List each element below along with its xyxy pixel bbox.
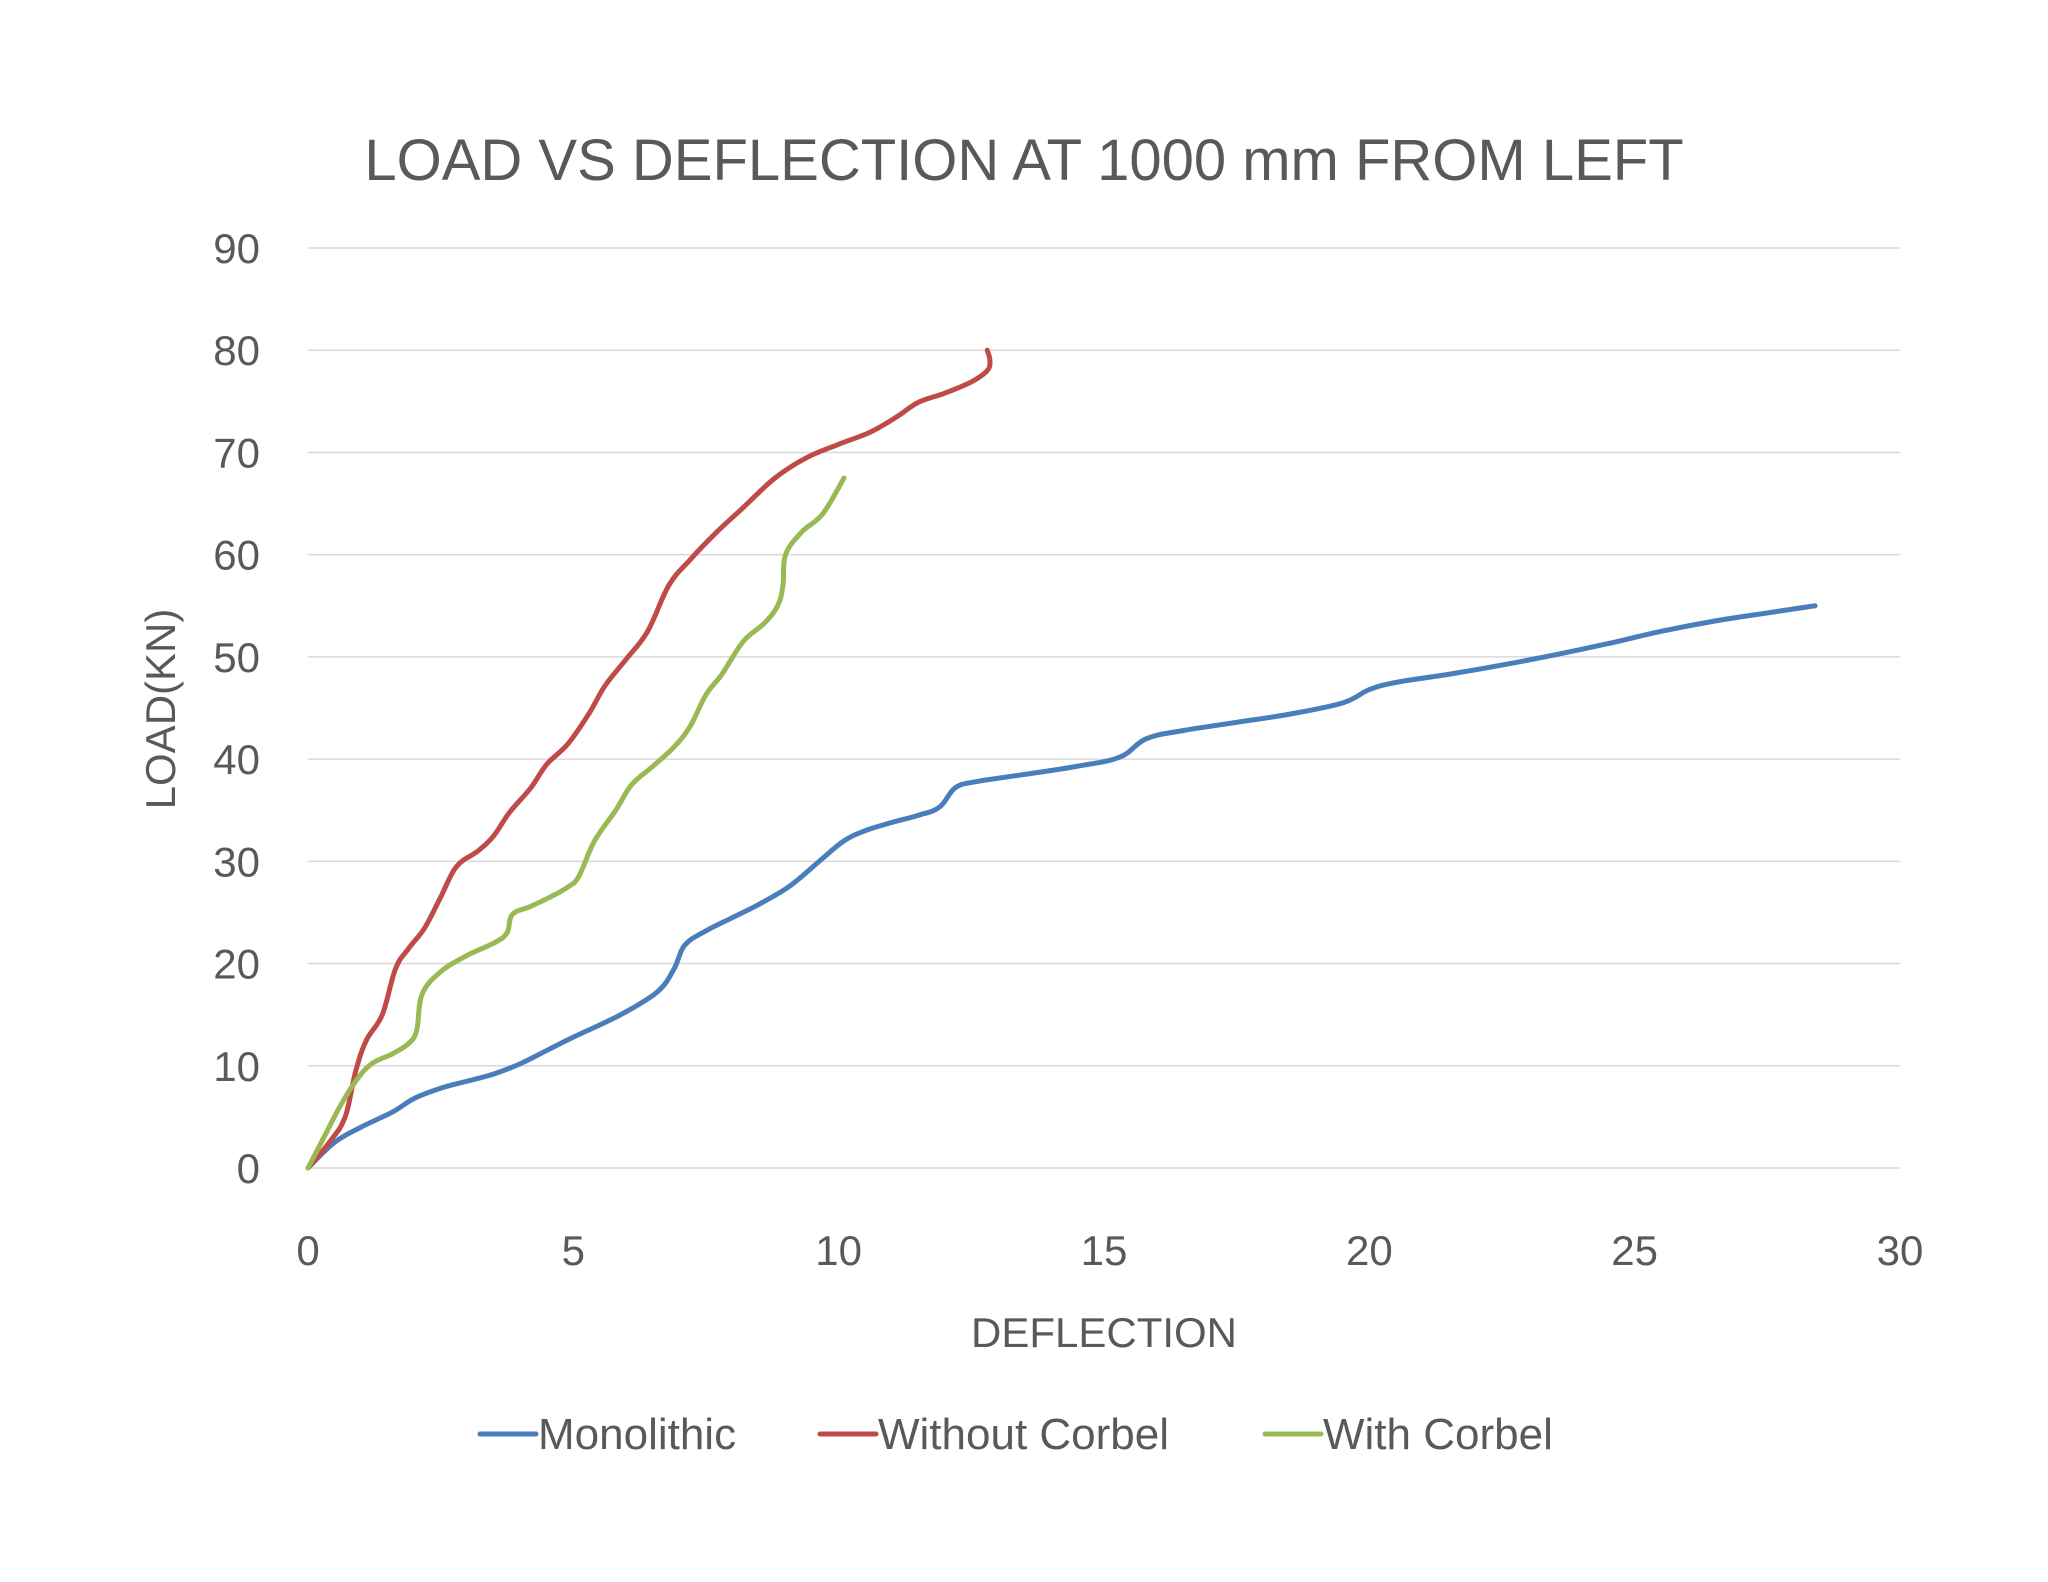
legend-label-with-corbel: With Corbel <box>1323 1410 1553 1459</box>
y-tick-label: 60 <box>213 532 260 579</box>
series-line-without-corbel <box>305 347 993 1171</box>
y-tick-label: 0 <box>237 1145 260 1192</box>
x-axis-label: DEFLECTION <box>971 1309 1237 1356</box>
y-tick-label: 20 <box>213 941 260 988</box>
x-tick-label: 0 <box>296 1227 319 1274</box>
x-tick-label: 5 <box>562 1227 585 1274</box>
y-tick-label: 30 <box>213 838 260 885</box>
y-tick-label: 70 <box>213 429 260 476</box>
legend-item-monolithic: Monolithic <box>477 1410 736 1459</box>
chart-title: LOAD VS DEFLECTION AT 1000 mm FROM LEFT <box>364 128 1683 193</box>
legend-label-without-corbel: Without Corbel <box>878 1410 1169 1459</box>
x-tick-label: 25 <box>1611 1227 1658 1274</box>
legend-label-monolithic: Monolithic <box>538 1410 736 1459</box>
series-lines <box>305 347 1818 1171</box>
y-tick-label: 80 <box>213 327 260 374</box>
legend-item-without-corbel: Without Corbel <box>817 1410 1169 1459</box>
x-tick-label: 30 <box>1877 1227 1924 1274</box>
y-axis-ticks: 0 10 20 30 40 50 60 70 80 90 <box>213 225 260 1192</box>
gridlines <box>308 247 1900 1169</box>
x-tick-label: 10 <box>815 1227 862 1274</box>
y-tick-label: 40 <box>213 736 260 783</box>
x-tick-label: 15 <box>1081 1227 1128 1274</box>
x-tick-label: 20 <box>1346 1227 1393 1274</box>
y-tick-label: 50 <box>213 634 260 681</box>
y-tick-label: 10 <box>213 1043 260 1090</box>
legend-item-with-corbel: With Corbel <box>1262 1410 1553 1459</box>
y-tick-label: 90 <box>213 225 260 272</box>
x-axis-ticks: 0 5 10 15 20 25 30 <box>296 1227 1923 1274</box>
y-axis-label: LOAD(KN) <box>137 609 184 810</box>
series-line-monolithic <box>305 603 1818 1171</box>
series-line-with-corbel <box>305 475 847 1171</box>
legend: Monolithic Without Corbel With Corbel <box>477 1410 1553 1459</box>
